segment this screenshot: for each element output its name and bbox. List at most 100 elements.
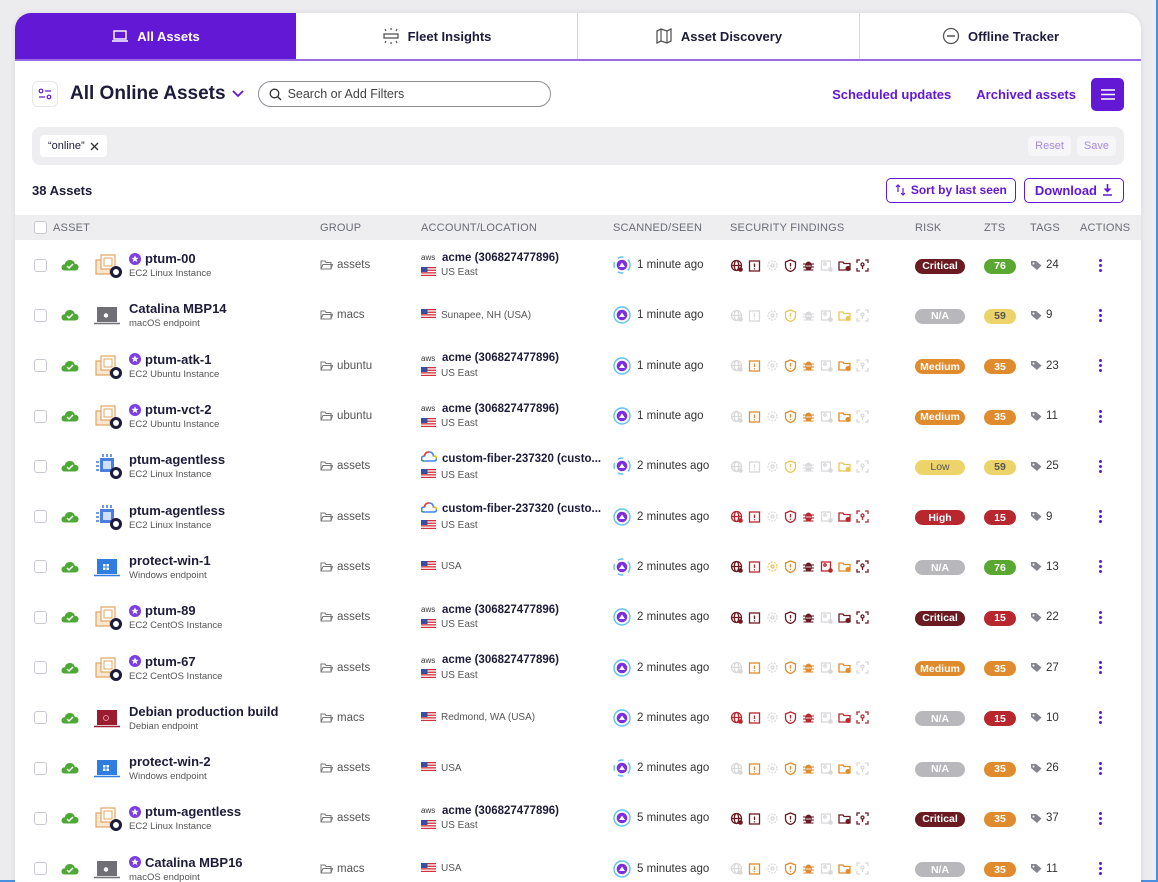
shield-alert-icon[interactable] (784, 661, 797, 675)
header-asset[interactable]: ASSET (53, 221, 91, 234)
gear-alert-icon[interactable] (766, 410, 779, 423)
clipboard-alert-icon[interactable] (748, 711, 761, 724)
row-actions-menu-icon[interactable] (1098, 711, 1102, 725)
asset-name-link[interactable]: ptum-atk-1 (145, 351, 212, 367)
table-row[interactable]: ptum-67 EC2 CentOS Instance assets aws acme … (15, 642, 1141, 692)
scan-focus-icon[interactable] (856, 661, 869, 674)
sort-button[interactable]: Sort by last seen (885, 177, 1016, 203)
shield-alert-icon[interactable] (784, 309, 797, 322)
tag-count[interactable]: 24 (1046, 259, 1059, 272)
row-checkbox[interactable] (34, 811, 47, 825)
gear-alert-icon[interactable] (766, 359, 779, 372)
header-tags[interactable]: TAGS (1030, 221, 1060, 234)
globe-alert-icon[interactable] (730, 410, 743, 423)
table-row[interactable]: protect-win-1 Windows endpoint assets USA 2 … (15, 542, 1141, 592)
folder-alert-icon[interactable] (838, 460, 851, 473)
search-input[interactable] (287, 87, 528, 101)
clipboard-alert-icon[interactable] (748, 309, 761, 322)
image-alert-icon[interactable] (820, 812, 833, 825)
shield-alert-icon[interactable] (784, 862, 797, 876)
row-actions-menu-icon[interactable] (1098, 761, 1102, 775)
gear-alert-icon[interactable] (766, 611, 779, 624)
row-actions-menu-icon[interactable] (1098, 610, 1102, 624)
asset-name-link[interactable]: protect-win-1 (129, 552, 211, 568)
image-alert-icon[interactable] (820, 460, 833, 473)
scan-focus-icon[interactable] (856, 711, 869, 724)
table-row[interactable]: ptum-agentless EC2 Linux Instance assets cu… (15, 491, 1141, 541)
chevron-down-icon[interactable] (231, 90, 244, 98)
row-actions-menu-icon[interactable] (1098, 510, 1102, 524)
header-group[interactable]: GROUP (320, 221, 362, 234)
row-actions-menu-icon[interactable] (1098, 359, 1102, 373)
clipboard-alert-icon[interactable] (748, 661, 761, 674)
globe-alert-icon[interactable] (730, 359, 743, 373)
globe-alert-icon[interactable] (730, 560, 743, 574)
scan-focus-icon[interactable] (856, 460, 869, 473)
asset-name-link[interactable]: protect-win-2 (129, 754, 211, 770)
asset-name-link[interactable]: ptum-vct-2 (145, 402, 212, 418)
gear-alert-icon[interactable] (766, 560, 779, 573)
globe-alert-icon[interactable] (730, 460, 743, 473)
shield-alert-icon[interactable] (784, 611, 797, 624)
gear-alert-icon[interactable] (766, 259, 779, 272)
row-checkbox[interactable] (34, 258, 47, 272)
image-alert-icon[interactable] (820, 259, 833, 272)
tab-offline-tracker[interactable]: Offline Tracker (860, 13, 1141, 59)
bug-icon[interactable] (802, 309, 815, 322)
row-checkbox[interactable] (34, 308, 47, 322)
folder-alert-icon[interactable] (838, 359, 851, 372)
gear-alert-icon[interactable] (766, 309, 779, 322)
folder-alert-icon[interactable] (838, 410, 851, 423)
filter-toggle-button[interactable] (32, 81, 58, 107)
tag-count[interactable]: 11 (1046, 410, 1058, 423)
folder-alert-icon[interactable] (838, 711, 851, 724)
group-name[interactable]: macs (337, 862, 365, 875)
row-actions-menu-icon[interactable] (1098, 409, 1102, 423)
image-alert-icon[interactable] (820, 711, 833, 725)
table-row[interactable]: ptum-00 EC2 Linux Instance assets aws acme (… (15, 240, 1141, 290)
shield-alert-icon[interactable] (784, 761, 797, 775)
row-actions-menu-icon[interactable] (1098, 811, 1102, 825)
gear-alert-icon[interactable] (766, 460, 779, 473)
tag-count[interactable]: 22 (1046, 611, 1059, 624)
header-risk[interactable]: RISK (915, 221, 942, 234)
clipboard-alert-icon[interactable] (748, 762, 761, 775)
folder-alert-icon[interactable] (838, 862, 851, 875)
gear-alert-icon[interactable] (766, 762, 779, 775)
scan-focus-icon[interactable] (856, 761, 869, 775)
folder-alert-icon[interactable] (838, 510, 851, 523)
globe-alert-icon[interactable] (730, 862, 743, 876)
table-row[interactable]: ptum-89 EC2 CentOS Instance assets aws acme … (15, 592, 1141, 642)
scan-focus-icon[interactable] (856, 611, 869, 624)
shield-alert-icon[interactable] (784, 711, 797, 725)
row-actions-menu-icon[interactable] (1098, 661, 1102, 675)
tag-count[interactable]: 26 (1046, 762, 1059, 775)
globe-alert-icon[interactable] (730, 259, 743, 272)
shield-alert-icon[interactable] (784, 510, 797, 524)
menu-button[interactable] (1091, 77, 1124, 111)
group-name[interactable]: ubuntu (337, 410, 373, 423)
globe-alert-icon[interactable] (730, 309, 743, 322)
table-row[interactable]: ptum-agentless EC2 Linux Instance assets aw… (15, 793, 1141, 843)
folder-alert-icon[interactable] (838, 812, 851, 825)
bug-icon[interactable] (802, 812, 815, 825)
bug-icon[interactable] (802, 460, 815, 473)
shield-alert-icon[interactable] (784, 812, 797, 825)
tag-count[interactable]: 37 (1046, 812, 1059, 825)
shield-alert-icon[interactable] (784, 258, 797, 272)
clipboard-alert-icon[interactable] (748, 460, 761, 473)
asset-name-link[interactable]: ptum-agentless (145, 804, 242, 820)
shield-alert-icon[interactable] (784, 460, 797, 473)
row-actions-menu-icon[interactable] (1098, 258, 1102, 272)
tab-fleet-insights[interactable]: Fleet Insights (296, 13, 578, 59)
bug-icon[interactable] (802, 711, 815, 724)
bug-icon[interactable] (802, 862, 815, 875)
tag-count[interactable]: 13 (1046, 560, 1059, 573)
scheduled-updates-link[interactable]: Scheduled updates (832, 86, 952, 102)
group-name[interactable]: assets (337, 611, 371, 624)
asset-name-link[interactable]: ptum-89 (145, 603, 196, 619)
gear-alert-icon[interactable] (766, 510, 779, 523)
group-name[interactable]: assets (337, 560, 371, 573)
tag-count[interactable]: 25 (1046, 460, 1059, 473)
folder-alert-icon[interactable] (838, 259, 851, 272)
